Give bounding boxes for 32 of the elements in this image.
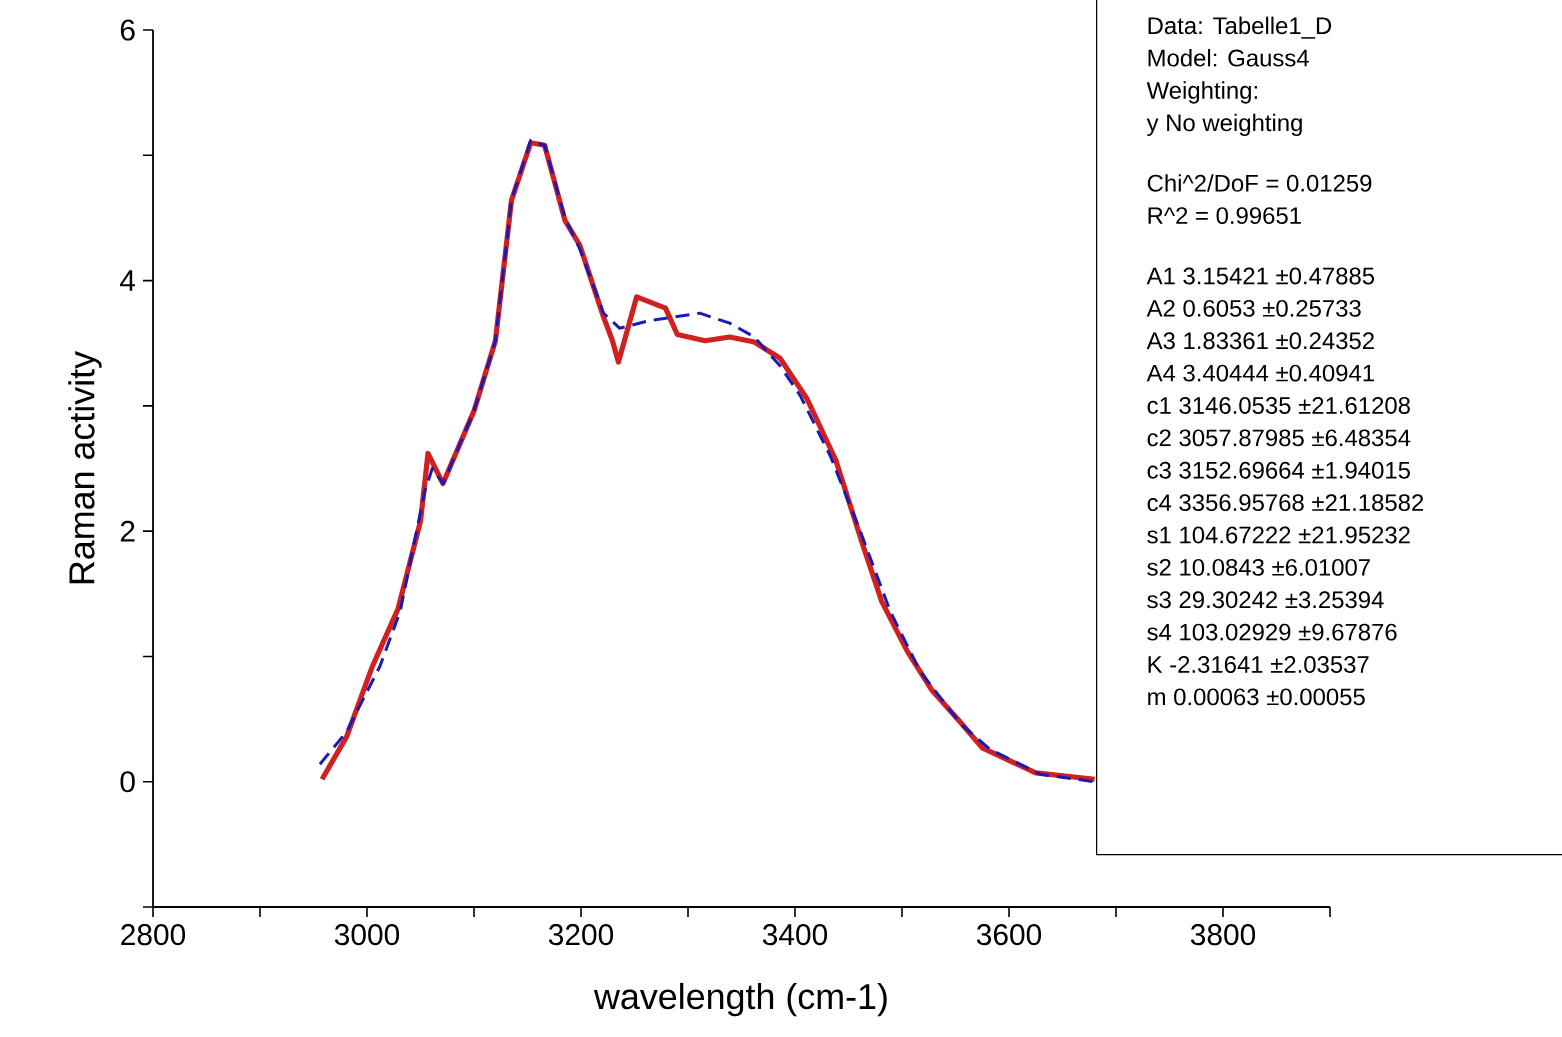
y-tick-label: 6 — [120, 19, 135, 41]
annotation: A1 3.15421 ±0.47885 — [1146, 267, 1375, 285]
annotation: s4 103.02929 ±9.67876 — [1147, 623, 1397, 641]
annotation: s2 10.0843 ±6.01007 — [1147, 558, 1370, 576]
annotation: c4 3356.95768 ±21.18582 — [1147, 494, 1424, 512]
x-tick-label: 3200 — [548, 924, 614, 946]
x-tick-label: 3600 — [976, 924, 1042, 946]
x-tick-label: 2800 — [121, 924, 186, 946]
y-tick-label: 2 — [120, 520, 135, 542]
x-axis-title: wavelength (cm-1) — [593, 982, 887, 1017]
annotation: m 0.00063 ±0.00055 — [1148, 688, 1365, 706]
annotation: Chi^2/DoF = 0.01259 — [1147, 174, 1372, 192]
annotation: K -2.31641 ±2.03537 — [1148, 656, 1369, 673]
annotation: c3 3152.69664 ±1.94015 — [1147, 461, 1410, 479]
x-tick-label: 3000 — [334, 924, 400, 946]
annotation: c2 3057.87985 ±6.48354 — [1147, 429, 1411, 447]
annotation: A2 0.6053 ±0.25733 — [1146, 299, 1361, 317]
y-axis-title: Raman activity — [68, 351, 102, 584]
annotation: Weighting: — [1146, 81, 1257, 104]
annotation: A3 1.83361 ±0.24352 — [1146, 332, 1374, 350]
annotation: R^2 = 0.99651 — [1148, 207, 1301, 225]
x-tick-label: 3400 — [762, 924, 828, 946]
annotation: s1 104.67222 ±21.95232 — [1147, 526, 1410, 544]
x-tick-label: 3800 — [1190, 924, 1256, 946]
annotation: s3 29.30242 ±3.25394 — [1147, 591, 1384, 609]
annotation: Model: Gauss4 — [1148, 48, 1309, 67]
y-tick-label: 0 — [120, 771, 135, 793]
annotation: y No weighting — [1146, 113, 1302, 137]
annotation: c1 3146.0535 ±21.61208 — [1147, 397, 1410, 414]
annotation: A4 3.40444 ±0.40941 — [1146, 364, 1374, 382]
annotation: Data: Tabelle1_D — [1148, 16, 1332, 39]
y-tick-label: 4 — [120, 270, 136, 291]
